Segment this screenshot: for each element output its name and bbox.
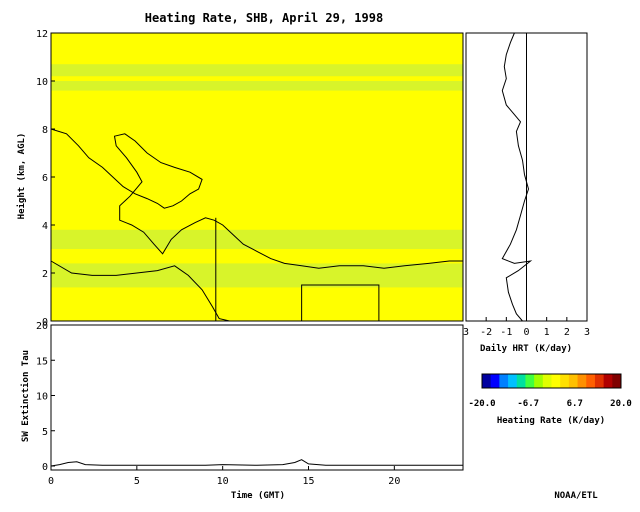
colorbar-tick-label: 6.7: [567, 399, 583, 409]
heating-rate-panel: 0 2 4 6 8 10 12 Height (km, AGL): [16, 29, 464, 328]
colorbar-frame: [481, 373, 622, 389]
sw-extinction-line: [50, 459, 463, 467]
sw-x-tick-label: 15: [302, 476, 314, 487]
colorbar-cell: [560, 374, 570, 388]
profile-x-tick-label: 1: [544, 327, 550, 338]
heatmap-band: [51, 229, 463, 249]
cloud-contour-line: [50, 128, 463, 269]
profile-x-tick-label: 0: [523, 327, 529, 338]
colorbar-cell: [516, 374, 526, 388]
sw-y-tick-label: 20: [36, 321, 48, 332]
sw-frame: [50, 324, 464, 471]
profile-x-tick-label: -1: [500, 327, 512, 338]
sw-y-ticks: 0 5 10 15 20: [36, 321, 55, 473]
heatmap-band: [51, 81, 463, 91]
profile-x-label: Daily HRT (K/day): [480, 343, 572, 354]
sw-x-tick-label: 20: [388, 476, 400, 487]
colorbar-cell: [482, 374, 492, 388]
heatmap-y-ticks: 0 2 4 6 8 10 12: [36, 29, 55, 328]
profile-x-tick-label: 2: [564, 327, 570, 338]
colorbar: -20.0 -6.7 6.7 20.0 Heating Rate (K/day): [468, 373, 632, 426]
credit-text: NOAA/ETL: [554, 491, 598, 501]
sw-x-tick-label: 10: [217, 476, 229, 487]
colorbar-tick-label: -20.0: [468, 399, 495, 409]
profile-x-tick-label: 3: [463, 327, 469, 338]
heatmap-y-tick-label: 0: [42, 317, 48, 328]
heatmap-y-tick-label: 4: [42, 221, 48, 232]
colorbar-cell: [594, 374, 605, 388]
colorbar-ticks: -20.0 -6.7 6.7 20.0: [468, 399, 631, 409]
colorbar-cell: [499, 374, 509, 388]
chart-title: Heating Rate, SHB, April 29, 1998: [145, 11, 383, 25]
profile-x-ticks: 3 -2 -1 0 1 2 3: [463, 317, 590, 338]
sw-x-label: Time (GMT): [231, 490, 285, 501]
colorbar-cell: [603, 374, 613, 388]
colorbar-cell: [586, 374, 596, 388]
lower-contour-line: [50, 260, 302, 322]
heatmap-y-tick-label: 12: [36, 29, 48, 40]
heatmap-y-tick-label: 2: [42, 269, 48, 280]
colorbar-tick-label: 20.0: [610, 399, 632, 409]
colorbar-cell: [508, 374, 518, 388]
profile-x-tick-label: -2: [480, 327, 492, 338]
colorbar-cell: [490, 374, 500, 388]
sw-x-ticks: 0 5 10 15 20: [48, 466, 400, 487]
profile-x-tick-label: 3: [584, 327, 590, 338]
colorbar-cells: [482, 374, 622, 388]
heatmap-y-tick-label: 10: [36, 77, 48, 88]
heatmap-band: [51, 64, 463, 77]
sw-y-tick-label: 0: [42, 462, 48, 473]
colorbar-cell: [542, 374, 552, 388]
sw-y-label: SW Extinction Tau: [20, 350, 31, 442]
colorbar-cell: [612, 374, 622, 388]
colorbar-tick-label: -6.7: [517, 399, 539, 409]
sw-x-tick-label: 0: [48, 476, 54, 487]
sw-x-tick-label: 5: [134, 476, 140, 487]
heatmap-y-label: Height (km, AGL): [16, 133, 27, 220]
colorbar-label: Heating Rate (K/day): [497, 415, 605, 426]
sw-y-tick-label: 5: [42, 427, 48, 438]
colorbar-cell: [525, 374, 535, 388]
heatmap-y-tick-label: 6: [42, 173, 48, 184]
sw-extinction-panel: 0 5 10 15 20 0 5 10 15 20 Time (GMT) SW Extincti…: [20, 321, 464, 501]
profile-line: [501, 32, 533, 322]
colorbar-cell: [551, 374, 561, 388]
sw-y-tick-label: 15: [36, 356, 48, 367]
colorbar-cell: [568, 374, 579, 388]
colorbar-cell: [577, 374, 587, 388]
sw-y-tick-label: 10: [36, 392, 48, 403]
daily-hrt-panel: 3 -2 -1 0 1 2 3 Daily HRT (K/day): [463, 32, 590, 354]
heatmap-y-tick-label: 8: [42, 125, 48, 136]
colorbar-cell: [534, 374, 544, 388]
